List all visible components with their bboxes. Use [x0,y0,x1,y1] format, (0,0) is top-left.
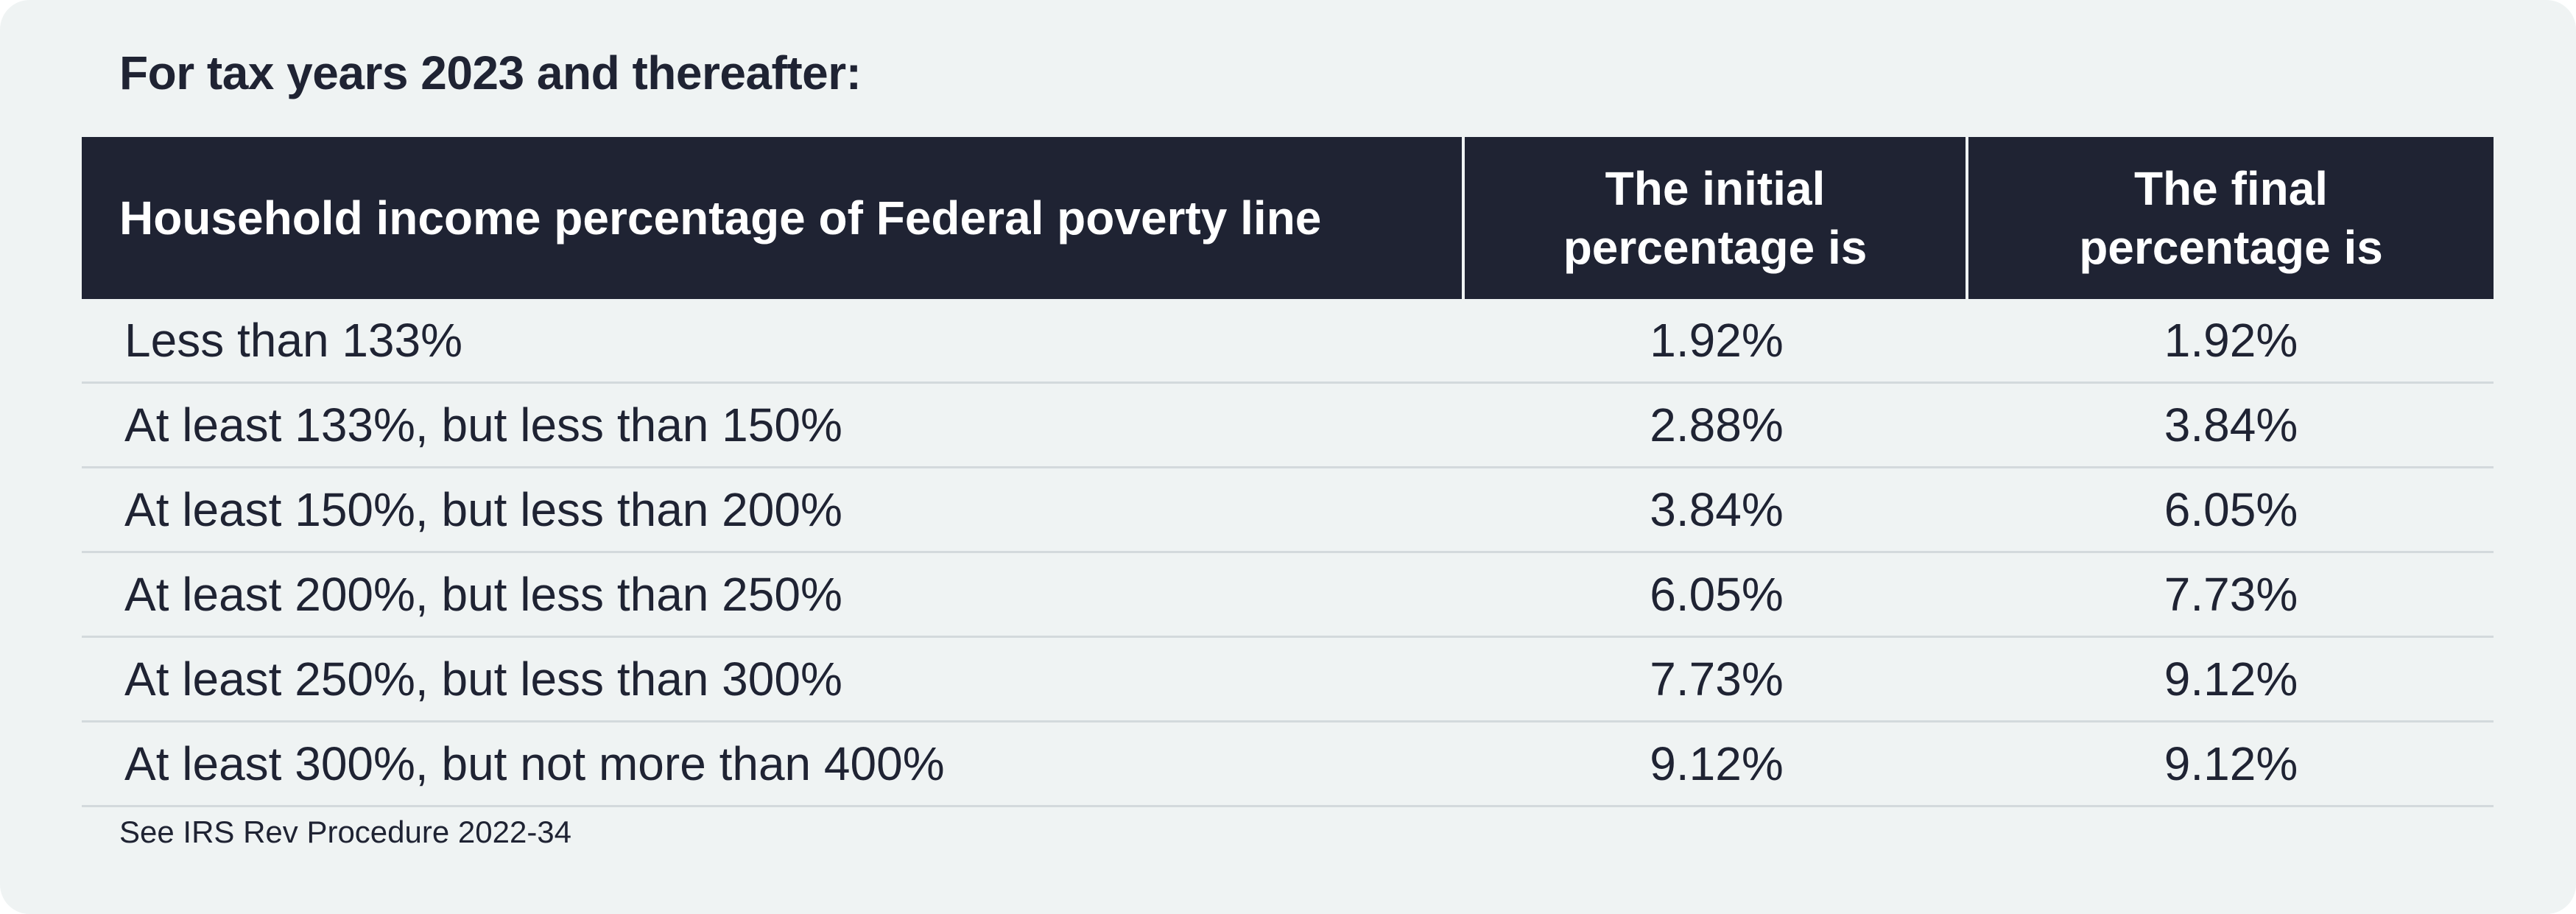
poverty-percentage-table: Household income percentage of Federal p… [82,137,2494,807]
header-initial-percentage-label: The initial percentage is [1563,162,1868,274]
final-percentage-cell: 3.84% [2164,398,2298,451]
header-final-percentage-label: The final percentage is [2079,162,2383,274]
table-row: At least 200%, but less than 250% 6.05% … [82,553,2494,638]
header-household-income: Household income percentage of Federal p… [82,137,1465,299]
initial-percentage-cell: 2.88% [1650,398,1784,451]
income-range-cell: At least 133%, but less than 150% [124,398,842,451]
final-percentage-cell: 1.92% [2164,314,2298,367]
table-row: At least 300%, but not more than 400% 9.… [82,723,2494,807]
table-header-row: Household income percentage of Federal p… [82,137,2494,299]
final-percentage-cell: 6.05% [2164,483,2298,536]
table-title: For tax years 2023 and thereafter: [119,46,862,99]
table-row: Less than 133% 1.92% 1.92% [82,299,2494,384]
initial-percentage-cell: 1.92% [1650,314,1784,367]
initial-percentage-cell: 6.05% [1650,568,1784,621]
initial-percentage-cell: 9.12% [1650,737,1784,790]
initial-percentage-cell: 7.73% [1650,653,1784,706]
header-final-percentage: The final percentage is [1968,137,2494,299]
income-range-cell: At least 250%, but less than 300% [124,653,842,706]
final-percentage-cell: 9.12% [2164,737,2298,790]
table-row: At least 133%, but less than 150% 2.88% … [82,384,2494,468]
final-percentage-cell: 7.73% [2164,568,2298,621]
income-range-cell: At least 150%, but less than 200% [124,483,842,536]
income-range-cell: Less than 133% [124,314,462,367]
table-row: At least 250%, but less than 300% 7.73% … [82,638,2494,723]
header-initial-percentage: The initial percentage is [1465,137,1968,299]
footnote: See IRS Rev Procedure 2022-34 [119,815,572,849]
initial-percentage-cell: 3.84% [1650,483,1784,536]
table-row: At least 150%, but less than 200% 3.84% … [82,468,2494,553]
final-percentage-cell: 9.12% [2164,653,2298,706]
income-range-cell: At least 300%, but not more than 400% [124,737,945,790]
income-range-cell: At least 200%, but less than 250% [124,568,842,621]
